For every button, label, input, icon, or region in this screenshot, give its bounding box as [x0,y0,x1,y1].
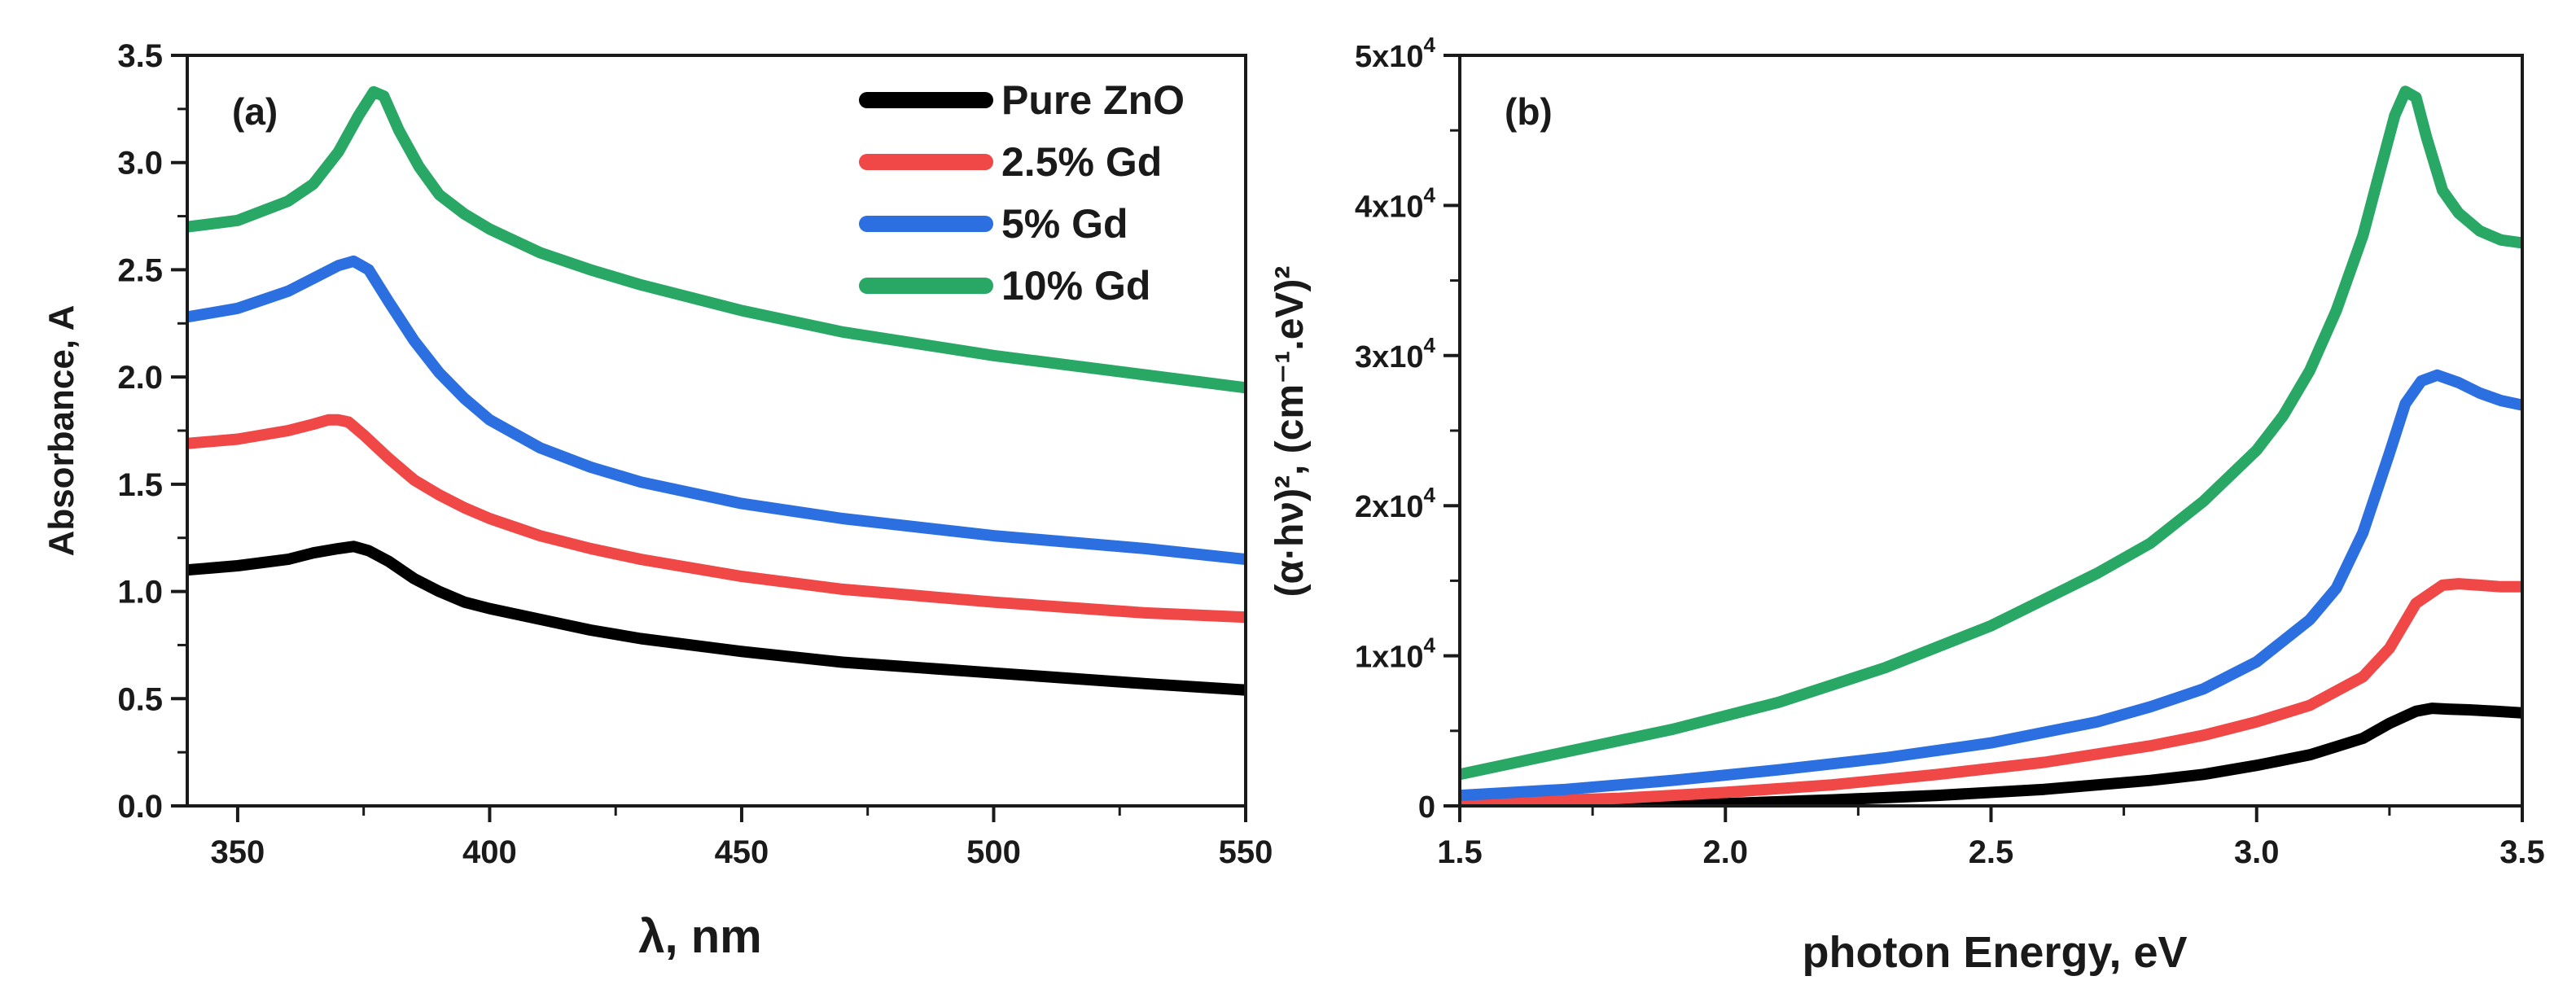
panel-a: 350 400 450 500 550 0.0 0.5 1.0 1.5 2.0 2.5 3.0 3.5 (… [42,38,1273,963]
legend-label: Pure ZnO [1001,77,1185,123]
y-axis-title: Absorbance, A [42,305,81,557]
y-tick-label: 2.0 [117,360,163,396]
plot-area [1460,85,2522,806]
y-tick-label: 2x104 [1355,483,1436,524]
plot-area [187,85,1246,696]
legend: Pure ZnO 2.5% Gd 5% Gd 10% Gd [859,77,1185,309]
y-tick-label: 5x104 [1355,33,1436,74]
y-tick-label: 3.5 [117,38,163,74]
x-tick-label: 400 [462,834,517,870]
y-tick-label: 1.0 [117,575,163,611]
series-line-10-gd [1460,85,2522,781]
series-line-10-gd [187,85,1246,394]
legend-label: 10% Gd [1001,263,1150,309]
panel-b: 1.5 2.0 2.5 3.0 3.5 0 1x104 2x104 3x104 4x104 5x10… [1268,33,2545,977]
legend-label: 2.5% Gd [1001,139,1162,185]
series-line-2-5-gd [1460,578,2522,806]
x-axis-title: photon Energy, eV [1802,928,2187,977]
x-tick-label: 550 [1219,834,1273,870]
y-tick-label: 1.5 [117,467,163,503]
plot-frame [1458,54,2524,808]
x-tick-label: 500 [966,834,1021,870]
y-tick-label: 0.0 [117,789,163,825]
y-tick-label: 0 [1418,790,1435,825]
x-axis-title: λ, nm [638,910,762,963]
panel-label: (b) [1505,90,1553,133]
x-tick-label: 350 [211,834,265,870]
y-axis-title: (α·hν)², (cm⁻¹.eV)² [1268,266,1312,597]
x-tick-label: 3.0 [2234,834,2280,870]
series-line-pure-zno [187,541,1246,696]
y-tick-label: 3x104 [1355,333,1436,374]
x-tick-label: 1.5 [1437,834,1483,870]
x-tick-label: 2.5 [1969,834,2014,870]
legend-label: 5% Gd [1001,201,1128,247]
y-tick-label: 0.5 [117,681,163,717]
panel-label: (a) [232,90,278,133]
y-tick-label: 3.0 [117,146,163,182]
y-tick-label: 1x104 [1355,633,1436,675]
x-tick-label: 3.5 [2499,834,2545,870]
series-line-5-gd [187,255,1246,566]
series-line-pure-zno [1460,703,2522,806]
y-tick-label: 2.5 [117,252,163,288]
series-line-5-gd [1460,369,2522,802]
x-tick-label: 450 [715,834,769,870]
y-tick-label: 4x104 [1355,182,1436,224]
series-line-2-5-gd [187,414,1246,624]
x-tick-label: 2.0 [1702,834,1748,870]
